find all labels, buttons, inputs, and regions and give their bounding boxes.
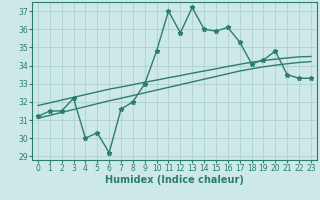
X-axis label: Humidex (Indice chaleur): Humidex (Indice chaleur) <box>105 175 244 185</box>
